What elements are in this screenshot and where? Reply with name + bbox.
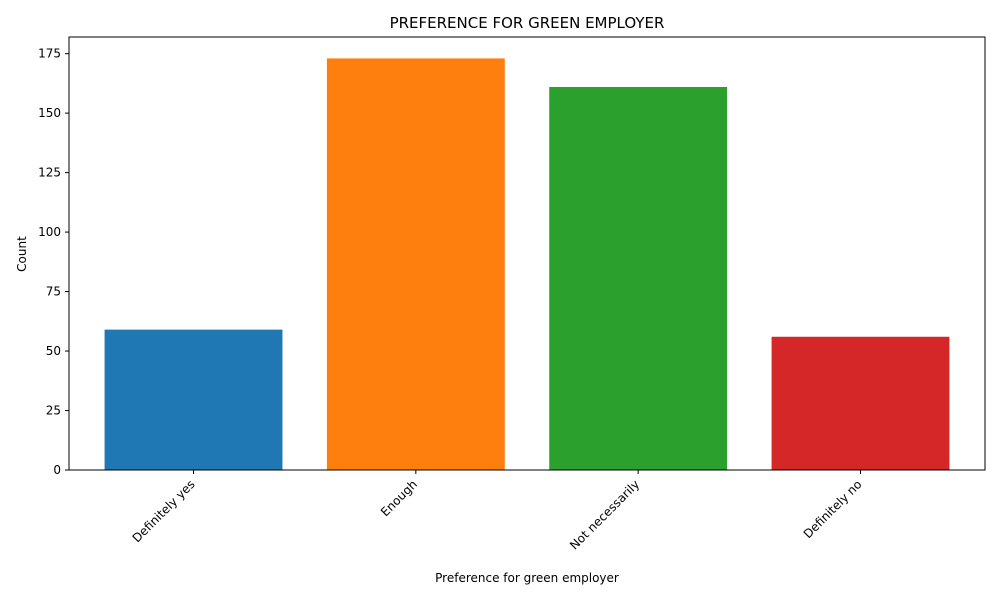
x-tick-label: Enough (378, 477, 420, 519)
x-axis-ticks: Definitely yes Enough Not necessarily Defin… (130, 470, 865, 552)
y-tick-label: 175 (38, 47, 61, 61)
y-tick-label: 75 (46, 285, 61, 299)
chart-title: PREFERENCE FOR GREEN EMPLOYER (390, 14, 665, 32)
y-axis-ticks: 0 25 50 75 100 125 150 175 (38, 47, 69, 477)
y-tick-label: 100 (38, 225, 61, 239)
y-axis-label: Count (15, 236, 29, 272)
y-tick-label: 150 (38, 106, 61, 120)
y-tick-label: 50 (46, 344, 61, 358)
bar (326, 58, 505, 471)
bar (104, 329, 283, 470)
y-tick-label: 0 (53, 463, 61, 477)
bars-group (104, 58, 950, 471)
x-tick-label: Not necessarily (567, 477, 642, 552)
x-tick-label: Definitely no (801, 477, 865, 541)
bar (771, 336, 950, 470)
bar (549, 86, 728, 470)
y-tick-label: 125 (38, 166, 61, 180)
plot-frame (68, 36, 986, 471)
y-tick-label: 25 (46, 404, 61, 418)
x-axis-label: Preference for green employer (435, 571, 619, 585)
x-tick-label: Definitely yes (130, 477, 198, 545)
